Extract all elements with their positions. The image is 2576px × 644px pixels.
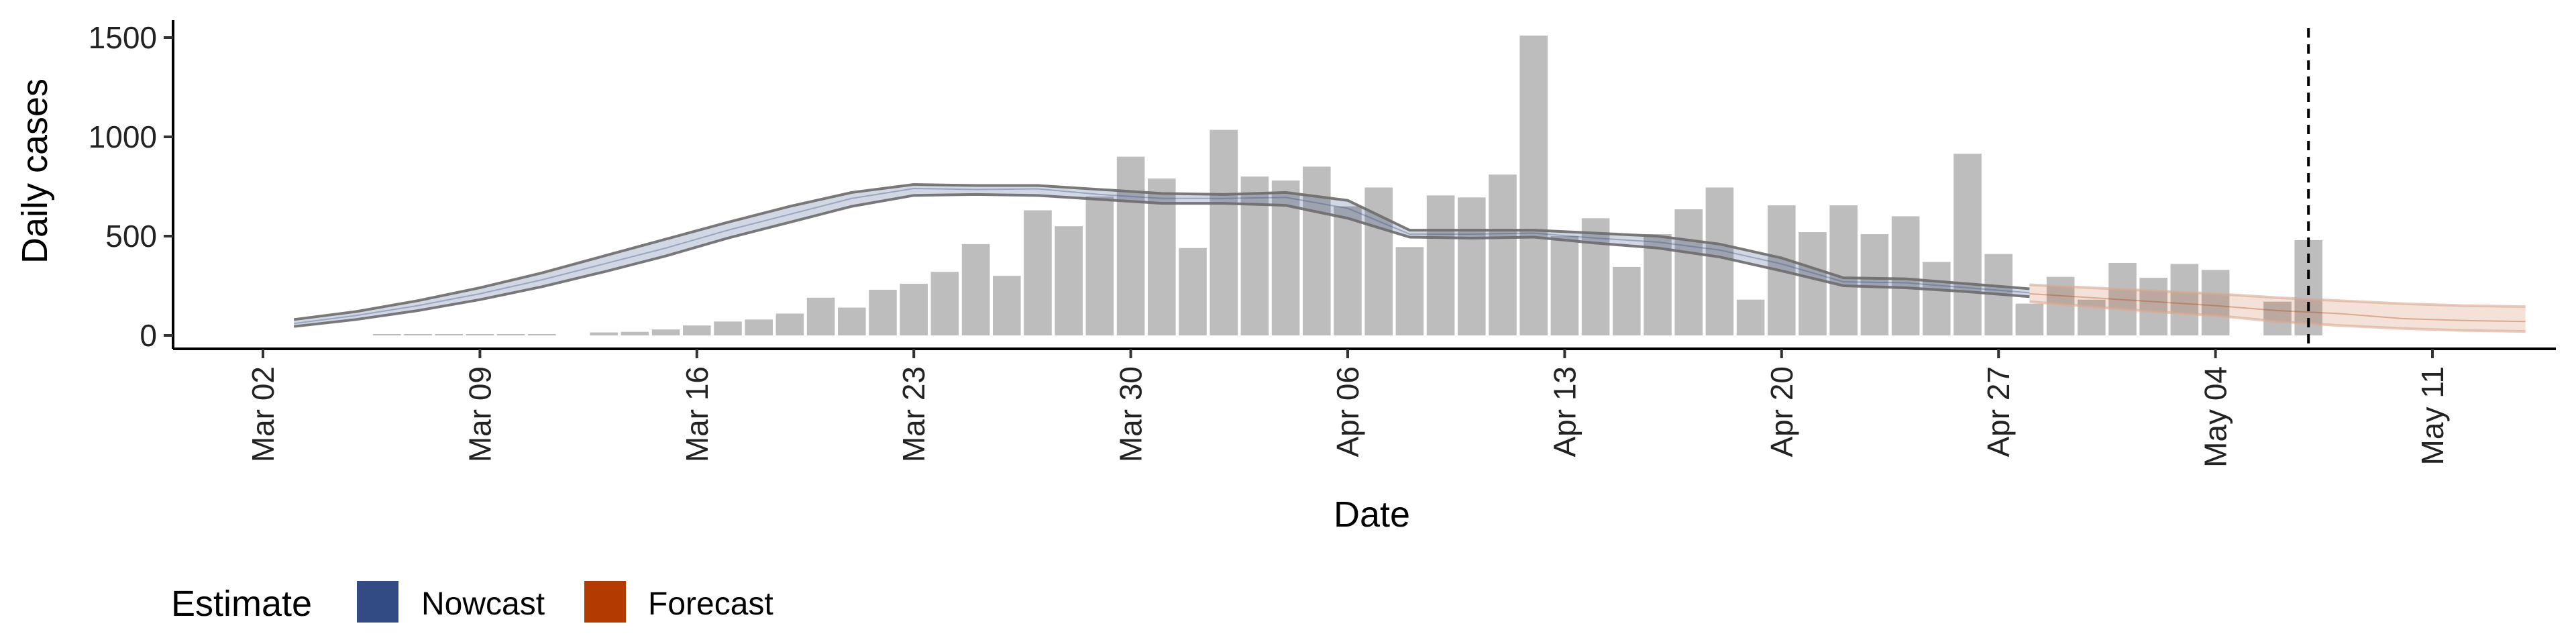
bar-24: [993, 276, 1021, 335]
bar-6: [435, 334, 463, 335]
legend-label-forecast: Forecast: [648, 586, 773, 622]
bar-37: [1395, 247, 1424, 335]
x-tick-label-4: Mar 30: [1114, 366, 1148, 462]
bar-18: [806, 297, 835, 335]
x-tick-label-3: Mar 23: [896, 366, 931, 462]
forecast-upper-line: [2029, 283, 2526, 309]
bar-13: [651, 329, 680, 335]
legend-title: Estimate: [171, 584, 312, 624]
x-tick-label-1: Mar 09: [462, 366, 497, 462]
x-tick-label-5: Apr 06: [1330, 366, 1365, 458]
bars-layer: [373, 36, 2322, 335]
bar-21: [900, 284, 928, 335]
bar-60: [2108, 262, 2137, 335]
y-tick-label-1500: 1500: [89, 20, 157, 55]
bands-layer: [294, 184, 2526, 332]
bar-25: [1024, 210, 1052, 335]
bar-4: [373, 334, 401, 335]
bar-53: [1891, 216, 1920, 335]
bar-51: [1829, 205, 1858, 335]
bar-28: [1116, 156, 1145, 335]
bar-50: [1799, 232, 1827, 335]
bar-7: [466, 334, 494, 335]
nowcast-median-line: [294, 187, 2030, 325]
y-tick-label-1000: 1000: [89, 119, 157, 154]
bar-11: [590, 332, 618, 335]
bar-12: [621, 331, 649, 335]
bar-43: [1581, 218, 1610, 335]
nowcast-lower-line: [293, 193, 2030, 328]
x-tick-label-6: Apr 13: [1547, 366, 1582, 458]
bar-5: [404, 334, 432, 335]
bar-45: [1644, 234, 1672, 335]
bar-63: [2201, 270, 2230, 335]
bar-19: [838, 307, 866, 335]
y-tick-label-500: 500: [105, 219, 157, 254]
bar-20: [869, 289, 897, 335]
legend: Estimate Nowcast Forecast: [171, 581, 773, 624]
bar-46: [1674, 209, 1703, 335]
bar-57: [2015, 303, 2044, 335]
bar-23: [961, 244, 990, 335]
bar-16: [745, 319, 773, 335]
legend-key-nowcast: [357, 581, 398, 623]
bar-41: [1519, 36, 1548, 335]
bar-30: [1179, 248, 1207, 335]
nowcast-band: [294, 184, 2030, 327]
bar-22: [930, 272, 959, 335]
bar-34: [1303, 166, 1331, 335]
x-tick-label-0: Mar 02: [246, 366, 280, 462]
bar-40: [1489, 174, 1517, 335]
bar-62: [2170, 264, 2199, 335]
bar-38: [1426, 195, 1455, 335]
axes-layer: 0 500 1000 1500 Mar 02 Mar 09 Mar 16 Mar 23 Mar …: [89, 20, 2556, 468]
x-tick-label-7: Apr 20: [1764, 366, 1799, 458]
bar-14: [683, 325, 711, 335]
lines-layer: [293, 183, 2526, 333]
bar-61: [2139, 278, 2167, 335]
x-tick-label-10: May 11: [2415, 366, 2450, 465]
bar-65: [2263, 301, 2292, 335]
bar-26: [1055, 226, 1083, 335]
bar-8: [496, 334, 525, 335]
bar-27: [1085, 196, 1114, 335]
forecast-median-line: [2029, 292, 2526, 323]
bar-31: [1210, 129, 1238, 335]
y-tick-label-0: 0: [140, 318, 157, 353]
bar-54: [1923, 262, 1951, 335]
legend-key-forecast: [584, 581, 626, 623]
x-axis-title: Date: [1334, 494, 1410, 535]
forecast-band: [2029, 284, 2526, 332]
x-tick-label-9: May 04: [2198, 366, 2233, 468]
x-tick-label-2: Mar 16: [680, 366, 714, 462]
bar-39: [1458, 197, 1486, 335]
bar-35: [1334, 206, 1362, 335]
forecast-lower-line: [2029, 300, 2526, 333]
bar-47: [1705, 187, 1734, 335]
bar-52: [1860, 234, 1889, 335]
x-tick-label-8: Apr 27: [1981, 366, 2016, 458]
bar-48: [1736, 299, 1765, 335]
nowcast-upper-line: [293, 183, 2030, 321]
legend-label-nowcast: Nowcast: [421, 586, 545, 622]
bar-44: [1613, 266, 1641, 335]
bar-42: [1550, 236, 1579, 335]
bar-15: [714, 321, 742, 335]
bar-55: [1953, 154, 1982, 335]
bar-9: [528, 334, 556, 335]
bar-17: [775, 313, 804, 335]
y-axis-title: Daily cases: [15, 78, 55, 264]
